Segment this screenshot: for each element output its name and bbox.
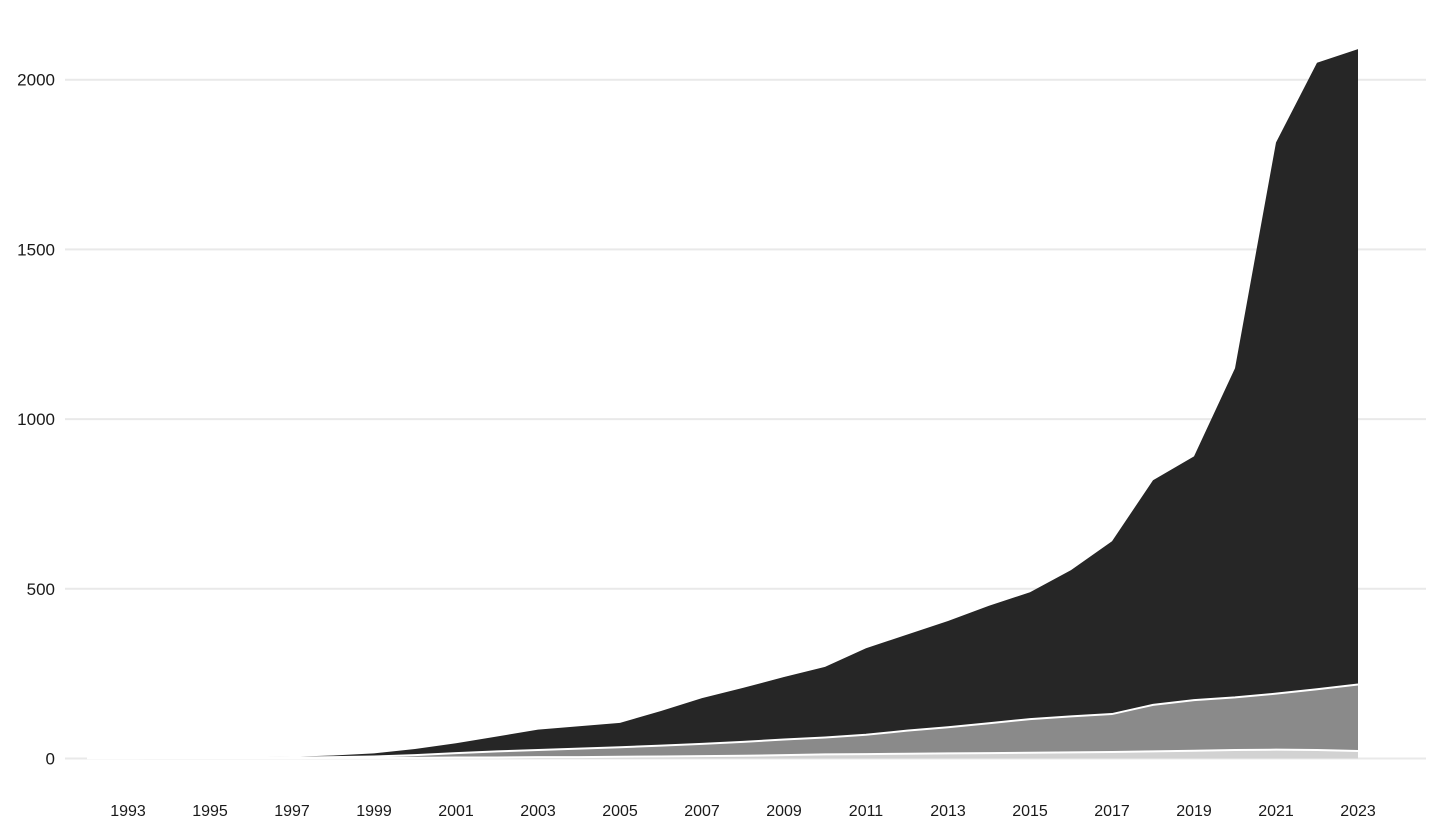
x-axis-tick-label: 2023 xyxy=(1340,803,1376,820)
x-axis-tick-label: 2019 xyxy=(1176,803,1212,820)
y-axis-tick-label: 1000 xyxy=(17,410,55,429)
x-axis-tick-label: 2011 xyxy=(849,803,884,820)
area-band-bottom-light xyxy=(87,749,1358,759)
x-axis-tick-label: 2003 xyxy=(520,803,556,820)
x-axis-tick-label: 2013 xyxy=(930,803,966,820)
x-axis-tick-label: 2017 xyxy=(1094,803,1130,820)
x-axis-tick-label: 1997 xyxy=(274,803,310,820)
x-axis-tick-label: 2007 xyxy=(684,803,720,820)
x-axis-tick-label: 2005 xyxy=(602,803,638,820)
x-axis-tick-label: 2009 xyxy=(766,803,802,820)
y-axis-tick-label: 1500 xyxy=(17,240,55,259)
area-band-middle-gray xyxy=(87,684,1358,759)
y-axis-tick-label: 500 xyxy=(27,580,55,599)
x-axis-tick-label: 1995 xyxy=(192,803,228,820)
y-axis-tick-label: 0 xyxy=(46,750,55,769)
x-axis-tick-label: 1999 xyxy=(356,803,392,820)
x-axis-tick-label: 2021 xyxy=(1258,803,1294,820)
x-axis-tick-label: 2015 xyxy=(1012,803,1048,820)
area-band-top-dark xyxy=(87,49,1358,759)
y-axis-tick-label: 2000 xyxy=(17,71,55,90)
x-axis-tick-label: 1993 xyxy=(110,803,146,820)
x-axis-tick-label: 2001 xyxy=(438,803,474,820)
separator-line-middle-gray xyxy=(87,683,1359,760)
